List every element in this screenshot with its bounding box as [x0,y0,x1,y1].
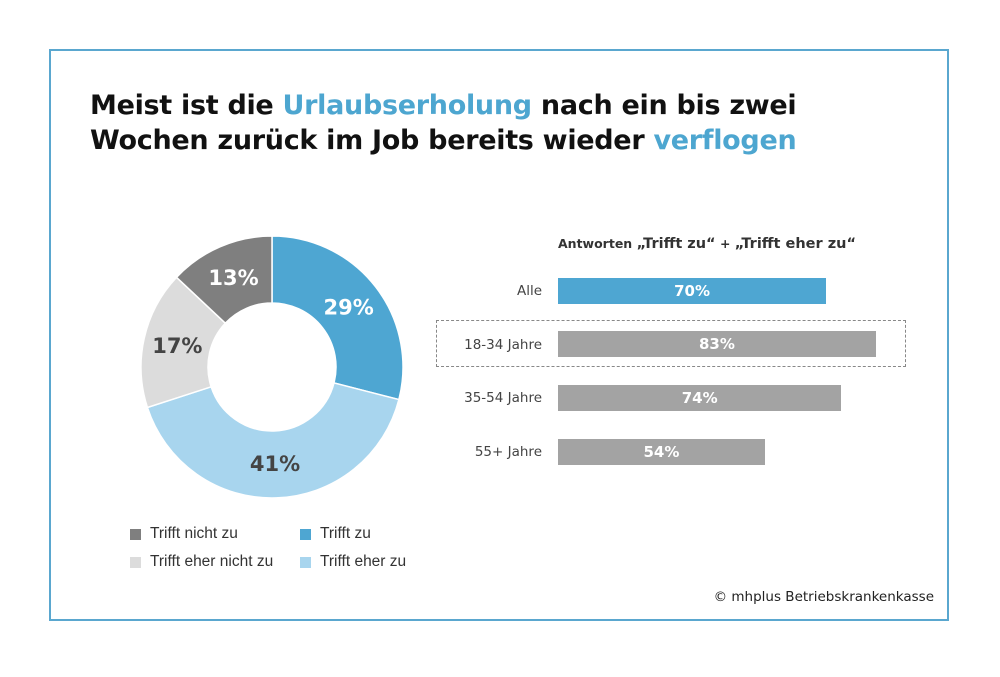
bar-chart-title-part: „Trifft zu“ [636,236,716,252]
donut-slice-label: 13% [208,266,258,290]
bar-chart-title: Antworten „Trifft zu“ + „Trifft eher zu“ [558,236,856,252]
donut-slice-label: 17% [152,334,202,358]
donut-slice-label: 29% [324,296,374,320]
bar-55-plus: 54% [558,439,765,465]
donut-slice-trifft-zu [271,235,404,401]
bar-alle: 70% [558,278,827,304]
title-line1-part2: nach ein bis zwei [531,90,797,121]
bar-35-54: 74% [558,385,842,411]
title-line2-part1: Wochen zurück im Job bereits wieder [90,125,654,156]
donut-slice-trifft-nicht-zu [175,235,273,325]
highlight-box [436,320,906,367]
legend-item-trifft-nicht-zu: Trifft nicht zu [130,525,238,543]
legend-swatch [300,556,311,568]
legend-item-trifft-eher-nicht-zu: Trifft eher nicht zu [130,553,273,571]
legend-label: Trifft eher nicht zu [150,553,274,570]
bar-chart-title-part: „Trifft eher zu“ [734,236,856,252]
bar-label-alle: Alle [516,283,542,299]
bar-label-55-plus: 55+ Jahre [474,444,542,460]
chart-frame [49,49,949,621]
legend-label: Trifft zu [320,525,371,542]
bar-chart-title-part: Antworten [558,236,637,251]
page-title: Meist ist die Urlaubserholung nach ein b… [90,88,797,158]
legend-swatch [300,528,311,540]
legend-item-trifft-eher-zu: Trifft eher zu [300,553,406,571]
legend-label: Trifft nicht zu [150,525,238,542]
donut-slice-trifft-eher-zu [146,382,400,499]
legend-swatch [130,556,141,568]
title-line1-part1: Meist ist die [90,90,283,121]
copyright-text: © mhplus Betriebskrankenkasse [713,589,934,605]
legend-item-trifft-zu: Trifft zu [300,525,371,543]
donut-slice-label: 41% [250,452,300,476]
bar-label-18-34: 18-34 Jahre [464,337,542,353]
legend-swatch [130,528,141,540]
legend-label: Trifft eher zu [320,553,407,570]
bar-label-35-54: 35-54 Jahre [464,390,542,406]
bar-chart-title-part: + [715,236,735,251]
title-highlight-urlaubserholung: Urlaubserholung [282,90,533,121]
bar-18-34: 83% [558,331,876,357]
title-highlight-verflogen: verflogen [653,125,797,156]
